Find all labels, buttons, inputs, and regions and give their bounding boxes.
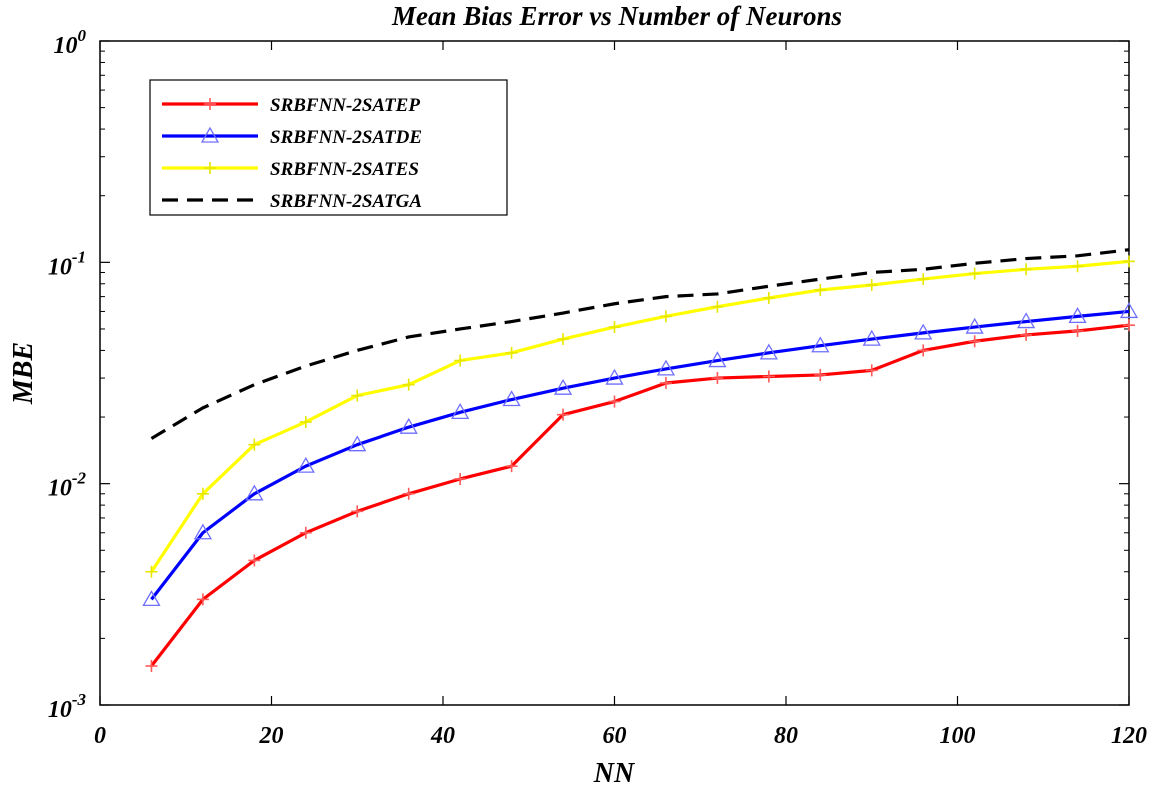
- x-axis-label: NN: [593, 758, 636, 789]
- data-point-srbfnn-2satde: [1016, 312, 1036, 329]
- data-point-srbfnn-2satep: [196, 593, 209, 606]
- data-point-srbfnn-2satde: [708, 351, 727, 368]
- legend: SRBFNN-2SATEP SRBFNN-2SATDE SRBFNN-2SATES S…: [149, 79, 508, 216]
- data-point-srbfnn-2satep: [299, 526, 312, 539]
- data-point-srbfnn-2sates: [454, 354, 467, 367]
- legend-marker: [204, 162, 216, 174]
- data-point-srbfnn-2satep: [454, 472, 467, 485]
- legend-entries: SRBFNN-2SATEP SRBFNN-2SATDE SRBFNN-2SATES S…: [162, 95, 422, 212]
- legend-entry-srbfnn-2satga: SRBFNN-2SATGA: [162, 191, 422, 212]
- data-point-srbfnn-2sates: [1123, 255, 1135, 268]
- data-point-srbfnn-2sates: [402, 378, 415, 391]
- data-point-srbfnn-2sates: [659, 310, 672, 323]
- data-point-srbfnn-2satde: [914, 323, 933, 340]
- data-point-srbfnn-2sates: [351, 389, 364, 402]
- data-point-srbfnn-2sates: [1020, 263, 1033, 276]
- data-point-srbfnn-2satep: [865, 364, 878, 377]
- data-point-srbfnn-2satde: [296, 456, 315, 473]
- chart-title: Mean Bias Error vs Number of Neurons: [391, 1, 842, 31]
- series-line-srbfnn-2satde: [150, 309, 1130, 601]
- data-point-srbfnn-2satde: [451, 403, 470, 419]
- data-point-srbfnn-2satep: [659, 376, 672, 389]
- y-tick-label: 10-1: [48, 247, 86, 280]
- x-tick-labels: 0 20 40 60 80 100 120: [94, 723, 1147, 749]
- series-line-srbfnn-2satep: [150, 323, 1130, 668]
- data-point-srbfnn-2satep: [814, 368, 827, 381]
- data-point-srbfnn-2satep: [248, 554, 261, 567]
- data-point-srbfnn-2satde: [502, 390, 521, 407]
- data-point-srbfnn-2satde: [193, 523, 213, 540]
- series-lines: [150, 248, 1130, 668]
- y-tick-labels: 10-3 10-2 10-1 100: [48, 26, 87, 723]
- data-point-srbfnn-2satde: [862, 329, 881, 346]
- data-point-srbfnn-2satep: [1071, 324, 1084, 337]
- data-point-srbfnn-2satde: [759, 343, 778, 360]
- data-point-srbfnn-2sates: [608, 321, 621, 334]
- data-point-srbfnn-2satde: [1119, 302, 1139, 319]
- series-line-srbfnn-2sates: [150, 259, 1130, 573]
- legend-label: SRBFNN-2SATES: [270, 159, 419, 180]
- data-point-srbfnn-2satep: [917, 344, 930, 357]
- x-tick-label: 40: [430, 723, 455, 749]
- legend-entry-srbfnn-2sates: SRBFNN-2SATES: [162, 159, 419, 180]
- y-tick-label: 10-2: [48, 469, 87, 502]
- x-tick-label: 80: [774, 723, 798, 749]
- data-point-srbfnn-2sates: [917, 273, 930, 286]
- data-point-srbfnn-2sates: [196, 487, 209, 500]
- data-point-srbfnn-2sates: [248, 438, 261, 451]
- data-point-srbfnn-2satde: [553, 378, 573, 395]
- x-tick-label: 60: [603, 723, 627, 749]
- legend-label: SRBFNN-2SATDE: [270, 127, 422, 148]
- legend-marker: [204, 98, 216, 110]
- y-axis-label: MBE: [8, 342, 39, 405]
- data-point-srbfnn-2satde: [605, 368, 624, 385]
- data-point-srbfnn-2satep: [1020, 328, 1033, 341]
- data-point-srbfnn-2satep: [351, 505, 364, 518]
- x-tick-label: 100: [940, 723, 976, 749]
- data-point-srbfnn-2sates: [145, 565, 158, 578]
- data-point-srbfnn-2satde: [245, 484, 264, 501]
- data-point-srbfnn-2satep: [968, 335, 981, 348]
- legend-label: SRBFNN-2SATEP: [270, 95, 420, 116]
- data-point-srbfnn-2satde: [656, 359, 676, 376]
- data-point-srbfnn-2satep: [711, 372, 724, 385]
- data-point-srbfnn-2satde: [399, 417, 418, 434]
- data-point-srbfnn-2sates: [505, 346, 518, 359]
- data-point-srbfnn-2sates: [711, 300, 724, 313]
- data-point-srbfnn-2satde: [811, 336, 830, 353]
- data-point-srbfnn-2sates: [557, 333, 570, 346]
- data-point-srbfnn-2satde: [348, 435, 367, 452]
- x-tick-label: 20: [259, 723, 284, 749]
- data-point-srbfnn-2satde: [965, 317, 984, 334]
- y-tick-label: 10-3: [48, 690, 87, 723]
- legend-entry-srbfnn-2satde: SRBFNN-2SATDE: [162, 126, 422, 148]
- data-point-srbfnn-2satde: [142, 590, 161, 607]
- series-line-srbfnn-2satga: [150, 248, 1130, 440]
- data-point-srbfnn-2satep: [762, 370, 775, 383]
- data-point-srbfnn-2satep: [1123, 319, 1135, 332]
- data-point-srbfnn-2satep: [505, 460, 518, 473]
- series-markers: [142, 255, 1139, 673]
- legend-entry-srbfnn-2satep: SRBFNN-2SATEP: [162, 95, 420, 116]
- legend-marker: [200, 126, 220, 143]
- data-point-srbfnn-2sates: [814, 283, 827, 296]
- x-tick-label: 120: [1111, 723, 1147, 749]
- data-point-srbfnn-2sates: [762, 292, 775, 305]
- data-point-srbfnn-2sates: [968, 267, 981, 280]
- legend-label: SRBFNN-2SATGA: [270, 191, 422, 212]
- x-tick-label: 0: [94, 723, 106, 749]
- data-point-srbfnn-2sates: [299, 415, 312, 428]
- data-point-srbfnn-2satep: [402, 487, 415, 500]
- y-tick-label: 100: [54, 26, 87, 59]
- data-point-srbfnn-2satep: [145, 660, 158, 673]
- data-point-srbfnn-2sates: [865, 278, 878, 291]
- data-point-srbfnn-2satep: [557, 408, 570, 421]
- tick-marks: [99, 40, 1130, 706]
- data-point-srbfnn-2sates: [1071, 260, 1084, 273]
- data-point-srbfnn-2satep: [608, 395, 621, 408]
- data-point-srbfnn-2satde: [1068, 307, 1087, 324]
